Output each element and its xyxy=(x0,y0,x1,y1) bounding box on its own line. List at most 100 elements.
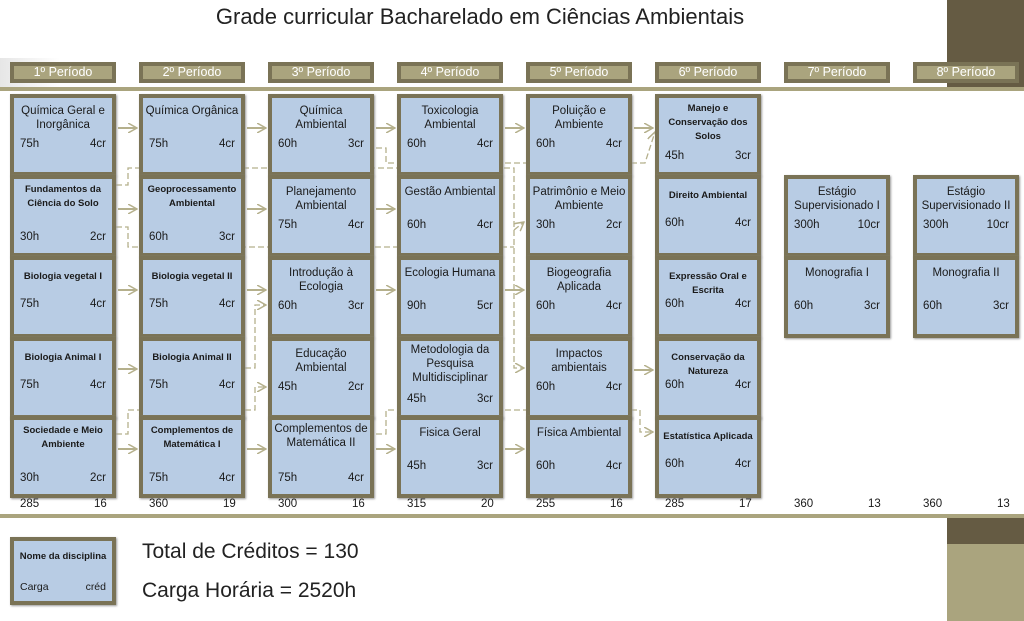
course-credits: 4cr xyxy=(219,472,235,484)
course-hours: 60h xyxy=(536,381,556,393)
course-name: Biologia Animal II xyxy=(152,352,232,363)
total-hours: Carga Horária = 2520h xyxy=(142,579,357,602)
course-name: Ecologia Humana xyxy=(404,267,496,279)
course-credits: 4cr xyxy=(606,460,622,472)
course-hours: 75h xyxy=(149,298,169,310)
period-total-credits: 13 xyxy=(868,498,881,510)
period-total-credits: 13 xyxy=(997,498,1010,510)
course-name: Complementos de Matemática II xyxy=(274,423,368,449)
period-header: 4º Período xyxy=(397,62,503,83)
course-hours: 60h xyxy=(149,231,169,243)
period-header: 1º Período xyxy=(10,62,116,83)
course-hours: 45h xyxy=(407,460,427,472)
dashed-connector xyxy=(245,305,266,369)
course-name: Direito Ambiental xyxy=(668,190,748,201)
legend-name: Nome da disciplina xyxy=(19,551,107,562)
course-credits: 4cr xyxy=(90,379,106,391)
course-name: Biologia vegetal II xyxy=(151,271,233,282)
course-hours: 60h xyxy=(278,300,298,312)
course-hours: 60h xyxy=(794,300,814,312)
course-box: Estágio Supervisionado I 300h 10cr xyxy=(784,175,890,257)
course-name: Monografia I xyxy=(805,267,869,279)
course-name: Gestão Ambiental xyxy=(404,186,496,198)
course-name: Biologia Animal I xyxy=(24,352,102,363)
course-hours: 300h xyxy=(794,219,820,231)
course-box: Planejamento Ambiental 75h 4cr xyxy=(268,175,374,257)
course-credits: 2cr xyxy=(90,472,106,484)
period-total-hours: 255 xyxy=(536,498,556,510)
course-box: Monografia I 60h 3cr xyxy=(784,256,890,338)
course-box: Complementos de Matemática I 75h 4cr xyxy=(139,416,245,498)
course-name: Conservação da Natureza xyxy=(671,352,745,377)
course-hours: 60h xyxy=(536,138,556,150)
course-name: Física Ambiental xyxy=(536,427,622,439)
course-name: Fisica Geral xyxy=(419,427,481,439)
period-total-hours: 360 xyxy=(794,498,814,510)
course-box: Biologia vegetal I 75h 4cr xyxy=(10,256,116,338)
course-hours: 30h xyxy=(20,231,40,243)
course-box: Biologia Animal I 75h 4cr xyxy=(10,337,116,419)
period-total-hours: 360 xyxy=(923,498,943,510)
course-name: Planejamento Ambiental xyxy=(285,186,357,212)
period-total-hours: 285 xyxy=(665,498,685,510)
course-box: Poluição e Ambiente 60h 4cr xyxy=(526,94,632,176)
course-credits: 4cr xyxy=(735,379,751,391)
period-total-hours: 285 xyxy=(20,498,40,510)
header-divider xyxy=(0,87,1024,91)
total-credits: Total de Créditos = 130 xyxy=(142,540,359,563)
course-hours: 75h xyxy=(149,379,169,391)
course-hours: 60h xyxy=(407,138,427,150)
course-credits: 10cr xyxy=(857,219,880,231)
period-total-hours: 300 xyxy=(278,498,298,510)
course-credits: 4cr xyxy=(348,472,364,484)
course-box: Toxicologia Ambiental 60h 4cr xyxy=(397,94,503,176)
course-box: Biologia vegetal II 75h 4cr xyxy=(139,256,245,338)
course-name: Biogeografia Aplicada xyxy=(546,267,612,293)
period-total-credits: 16 xyxy=(610,498,623,510)
course-credits: 4cr xyxy=(606,300,622,312)
course-hours: 60h xyxy=(665,217,685,229)
course-credits: 3cr xyxy=(735,150,751,162)
course-name: Educação Ambiental xyxy=(295,348,347,374)
course-name: Poluição e Ambiente xyxy=(552,105,606,131)
course-box: Fisica Geral 45h 3cr xyxy=(397,416,503,498)
course-box: Educação Ambiental 45h 2cr xyxy=(268,337,374,419)
corner-decoration-bottom-light xyxy=(947,544,1024,621)
course-box: Estatística Aplicada 60h 4cr xyxy=(655,416,761,498)
period-total-credits: 20 xyxy=(481,498,494,510)
course-name: Manejo e Conservação dos Solos xyxy=(668,103,748,142)
course-box: Expressão Oral e Escrita 60h 4cr xyxy=(655,256,761,338)
course-name: Estágio Supervisionado II xyxy=(921,186,1011,212)
course-name: Toxicologia Ambiental xyxy=(421,105,479,131)
course-box: Manejo e Conservação dos Solos 45h 3cr xyxy=(655,94,761,176)
course-hours: 60h xyxy=(665,458,685,470)
course-box: Complementos de Matemática II 75h 4cr xyxy=(268,416,374,498)
course-hours: 60h xyxy=(536,460,556,472)
period-header: 8º Período xyxy=(913,62,1019,83)
course-credits: 2cr xyxy=(90,231,106,243)
course-box: Introdução à Ecologia 60h 3cr xyxy=(268,256,374,338)
course-hours: 45h xyxy=(665,150,685,162)
period-header: 5º Período xyxy=(526,62,632,83)
course-name: Introdução à Ecologia xyxy=(289,267,353,293)
course-credits: 4cr xyxy=(735,298,751,310)
course-credits: 3cr xyxy=(993,300,1009,312)
course-hours: 75h xyxy=(278,472,298,484)
course-hours: 30h xyxy=(20,472,40,484)
period-total-credits: 19 xyxy=(223,498,236,510)
page-title: Grade curricular Bacharelado em Ciências… xyxy=(215,4,745,29)
course-hours: 75h xyxy=(149,472,169,484)
period-total-credits: 17 xyxy=(739,498,752,510)
course-box: Química Orgânica 75h 4cr xyxy=(139,94,245,176)
course-name: Biologia vegetal I xyxy=(23,271,103,282)
course-box: Direito Ambiental 60h 4cr xyxy=(655,175,761,257)
legend-hours: Carga xyxy=(20,581,49,593)
period-total-hours: 360 xyxy=(149,498,169,510)
course-credits: 4cr xyxy=(477,138,493,150)
course-box: Monografia II 60h 3cr xyxy=(913,256,1019,338)
course-hours: 45h xyxy=(278,381,298,393)
course-hours: 60h xyxy=(923,300,943,312)
course-hours: 300h xyxy=(923,219,949,231)
course-box: Química Ambiental 60h 3cr xyxy=(268,94,374,176)
course-box: Estágio Supervisionado II 300h 10cr xyxy=(913,175,1019,257)
